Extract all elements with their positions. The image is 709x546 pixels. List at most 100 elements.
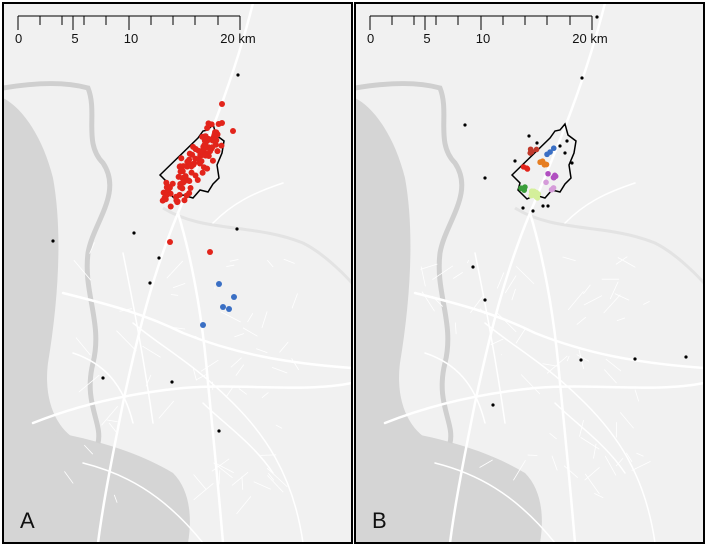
street — [562, 256, 576, 262]
street — [497, 272, 505, 289]
cluster-point — [528, 192, 535, 199]
street — [291, 293, 298, 309]
street — [283, 258, 295, 264]
street — [211, 458, 230, 472]
cluster-point — [523, 165, 530, 172]
road — [564, 182, 636, 224]
street — [267, 475, 284, 493]
case-point — [214, 148, 221, 155]
case-point — [178, 167, 185, 174]
street — [431, 295, 443, 307]
street — [142, 345, 161, 358]
site-point — [483, 298, 487, 302]
street — [196, 373, 208, 381]
street — [604, 369, 617, 384]
road — [448, 3, 607, 543]
street — [520, 374, 541, 395]
road — [96, 3, 255, 543]
street — [166, 260, 184, 279]
panel-label: A — [20, 508, 35, 533]
street — [511, 288, 516, 301]
street — [504, 275, 517, 294]
border — [3, 81, 113, 444]
street — [241, 476, 244, 490]
border — [162, 206, 352, 285]
road — [424, 352, 486, 424]
case-point — [167, 239, 173, 245]
street — [643, 301, 650, 305]
case-point — [199, 169, 206, 176]
site-point — [531, 209, 535, 213]
street — [230, 357, 242, 368]
sea — [3, 98, 83, 443]
case-point — [207, 249, 213, 255]
road — [474, 252, 506, 424]
site-point — [236, 73, 240, 77]
site-point — [132, 231, 136, 235]
scale-label: 5 — [71, 31, 78, 46]
site-point — [521, 206, 525, 210]
site-point — [558, 144, 562, 148]
case-point — [174, 198, 181, 205]
case-point — [185, 177, 192, 184]
panel-border — [354, 2, 705, 544]
site-point — [513, 159, 517, 163]
case-point — [181, 197, 188, 204]
street — [75, 337, 91, 356]
street — [551, 455, 558, 471]
street — [454, 322, 457, 335]
street — [156, 320, 163, 325]
street — [193, 483, 214, 500]
street — [584, 467, 600, 481]
panel: 0 5 10 20 km B — [354, 2, 705, 544]
case-point — [220, 304, 226, 310]
street — [513, 460, 526, 481]
road — [528, 211, 577, 543]
street — [193, 474, 207, 490]
street — [226, 385, 234, 397]
cluster-point — [533, 146, 540, 153]
street — [113, 494, 118, 503]
border — [514, 206, 704, 285]
cluster-point — [551, 174, 557, 181]
street — [420, 263, 438, 270]
site-point — [217, 429, 221, 433]
case-point — [164, 183, 171, 190]
site-point — [483, 176, 487, 180]
street — [420, 266, 426, 287]
street — [64, 471, 74, 484]
street — [617, 257, 636, 268]
case-point — [201, 141, 208, 148]
street — [158, 400, 174, 419]
scale-bar: 0 5 10 20 km — [367, 15, 608, 46]
road — [61, 291, 352, 370]
street — [266, 467, 288, 487]
case-point — [167, 203, 174, 210]
street — [84, 444, 93, 455]
street — [145, 374, 152, 387]
cluster-point — [545, 170, 551, 177]
street — [235, 364, 244, 376]
street — [238, 388, 247, 395]
case-point — [204, 125, 211, 132]
street — [268, 473, 275, 481]
cluster-point — [543, 179, 549, 186]
street — [546, 355, 568, 374]
street — [119, 308, 132, 312]
scale-label: 5 — [423, 31, 430, 46]
street — [495, 311, 517, 333]
road — [122, 252, 154, 424]
site-point — [684, 355, 688, 359]
site-point — [491, 403, 495, 407]
road — [413, 291, 704, 370]
street — [614, 293, 630, 301]
street — [218, 470, 221, 485]
site-point — [51, 239, 55, 243]
site-point — [535, 141, 539, 145]
street — [583, 295, 602, 306]
street — [594, 493, 604, 499]
street — [615, 458, 624, 467]
street — [275, 424, 283, 429]
case-point — [195, 147, 202, 154]
case-point — [179, 174, 186, 181]
